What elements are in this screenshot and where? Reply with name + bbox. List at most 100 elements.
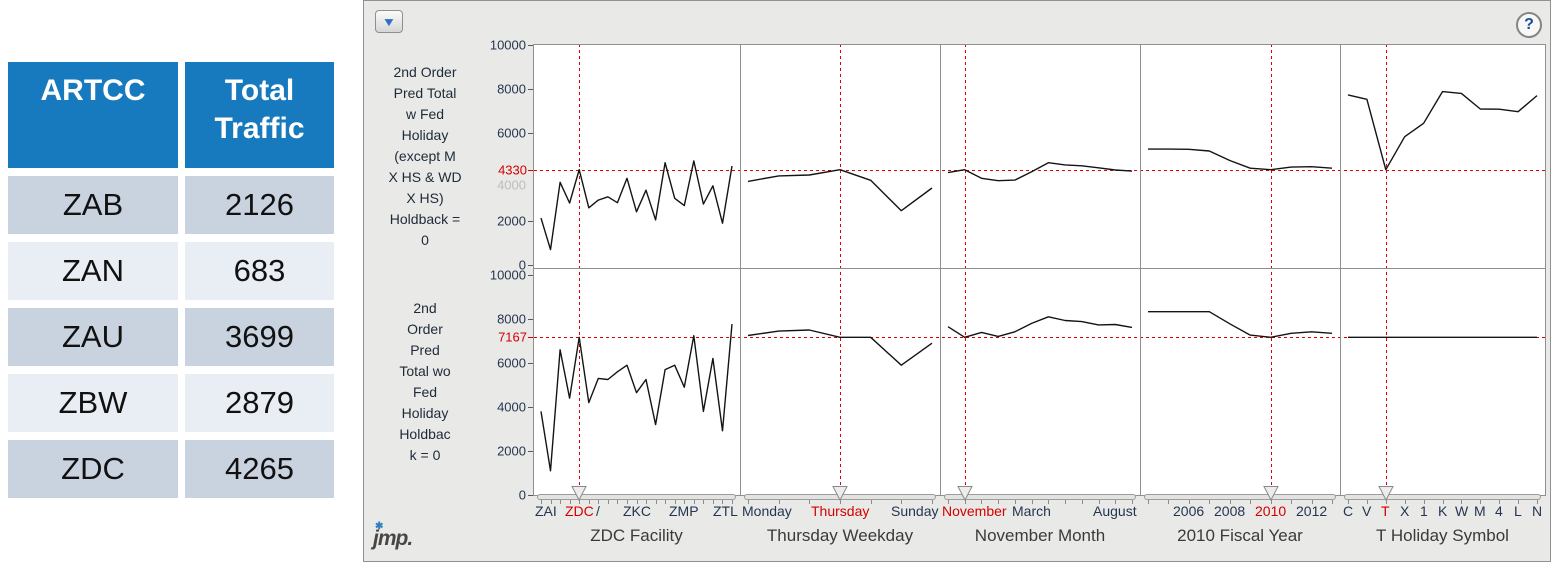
factor-axis-tick (1132, 500, 1133, 504)
factor-tick-label: Monday (742, 503, 792, 519)
profile-curve (747, 168, 933, 212)
handle-triangle-icon (1263, 486, 1279, 501)
factor-handle[interactable] (1378, 486, 1394, 501)
factor-axis-tick (1518, 500, 1519, 504)
table-header-total-traffic: Total Traffic (185, 62, 334, 168)
y-axis-tick-label: 8000 (497, 311, 526, 327)
factor-axis-tick (589, 500, 590, 504)
factor-axis-tick (1480, 500, 1481, 504)
factor-tick-label: 2006 (1173, 503, 1205, 519)
y-axis-tick-label: 0 (518, 257, 526, 273)
y-axis-tick-label: 8000 (497, 81, 526, 97)
table-cell-total: 683 (185, 242, 334, 300)
y-axis-current-value[interactable]: 7167 (497, 329, 528, 345)
factor-crosshair-line[interactable] (1271, 44, 1272, 490)
factor-axis-tick (617, 500, 618, 504)
factor-axis-tick (1230, 500, 1231, 504)
y-axis-tick-mark (528, 319, 533, 320)
factor-tick-label: 1 (1420, 503, 1428, 519)
factor-axis-tick (608, 500, 609, 504)
y-axis-tick-mark (528, 495, 533, 496)
factor-axis-tick (901, 500, 902, 504)
y-axis-tick-label: 2000 (497, 443, 526, 459)
factor-axis-tick (1250, 500, 1251, 504)
factor-crosshair-line[interactable] (1386, 44, 1387, 490)
table-cell-total: 2126 (185, 176, 334, 234)
factor-tick-label: / (596, 503, 600, 519)
factor-tick-label: W (1455, 503, 1469, 519)
factor-axis-tick (570, 500, 571, 504)
factor-crosshair-line[interactable] (965, 44, 966, 490)
factor-axis-tick (627, 500, 628, 504)
column-separator (740, 44, 741, 495)
y-axis-tick-mark (528, 89, 533, 90)
factor-slider-track[interactable] (944, 494, 1136, 500)
factor-axis-tick (675, 500, 676, 504)
factor-axis-tick (1271, 500, 1272, 504)
factor-axis-tick (1424, 500, 1425, 504)
factor-axis-tick (1048, 500, 1049, 504)
factor-axis-tick (541, 500, 542, 504)
factor-slider-track[interactable] (1144, 494, 1336, 500)
factor-axis-tick (656, 500, 657, 504)
y-axis-tick-mark (528, 133, 533, 134)
plot-background (533, 44, 1545, 495)
factor-axis-tick (1015, 500, 1016, 504)
factor-axis-tick (1405, 500, 1406, 504)
factor-tick-label: X (1400, 503, 1410, 519)
factor-tick-label: ZKC (623, 503, 651, 519)
factor-axis-tick (684, 500, 685, 504)
disclosure-button[interactable]: ▼ (375, 10, 403, 33)
y-axis-tick-mark (528, 363, 533, 364)
factor-axis-tick (1537, 500, 1538, 504)
factor-tick-label: 2008 (1214, 503, 1246, 519)
traffic-table: ARTCC Total Traffic ZAB 2126 ZAN 683 ZAU 3699… (8, 62, 334, 498)
factor-handle[interactable] (832, 486, 848, 501)
factor-axis-tick (1367, 500, 1368, 504)
factor-axis-tick (748, 500, 749, 504)
y-axis-tick-mark (528, 221, 533, 222)
factor-axis-tick (560, 500, 561, 504)
factor-crosshair-line[interactable] (579, 44, 580, 490)
row-separator (533, 268, 1545, 269)
y-axis-tick-mark (528, 45, 533, 46)
factor-axis-tick (1209, 500, 1210, 504)
profile-plot-cell (540, 324, 733, 472)
help-icon: ? (1524, 16, 1534, 33)
factor-handle[interactable] (957, 486, 973, 501)
table-header-artcc: ARTCC (8, 62, 178, 168)
factor-axis-tick (598, 500, 599, 504)
y-axis-ghost-tick-label: 4000 (497, 177, 526, 193)
profile-curve (540, 324, 733, 472)
factor-crosshair-line[interactable] (840, 44, 841, 490)
y-axis-current-value[interactable]: 4330 (497, 162, 528, 178)
y-axis-tick-label: 6000 (497, 355, 526, 371)
factor-slider-track[interactable] (537, 494, 736, 500)
factor-handle[interactable] (571, 486, 587, 501)
jmp-logo-text: jmp. (373, 527, 413, 550)
factor-tick-label: N (1532, 503, 1543, 519)
profile-curve (1148, 311, 1333, 339)
factor-axis-tick (779, 500, 780, 504)
factor-handle[interactable] (1263, 486, 1279, 501)
handle-triangle-icon (957, 486, 973, 501)
factor-tick-label: November (942, 503, 1007, 519)
handle-triangle-icon (1378, 486, 1394, 501)
factor-slider-track[interactable] (1344, 494, 1541, 500)
y-axis-current-tick-mark (528, 337, 533, 338)
profile-plot-cell (1148, 311, 1333, 339)
factor-axis-tick (722, 500, 723, 504)
factor-axis-tick (551, 500, 552, 504)
help-button[interactable]: ? (1516, 12, 1542, 38)
plot-border-left (533, 44, 534, 495)
factor-tick-label: ZTL (713, 503, 738, 519)
factor-tick-label: M (1474, 503, 1486, 519)
profile-plot-cell (747, 168, 933, 212)
profile-plot-cell (1347, 90, 1538, 171)
factor-axis-tick (1291, 500, 1292, 504)
factor-axis-tick (1386, 500, 1387, 504)
profile-plot-cell (1148, 148, 1333, 171)
factor-tick-label: March (1012, 503, 1051, 519)
plot-border-right (1545, 44, 1546, 496)
profile-plot-cell (540, 160, 733, 251)
